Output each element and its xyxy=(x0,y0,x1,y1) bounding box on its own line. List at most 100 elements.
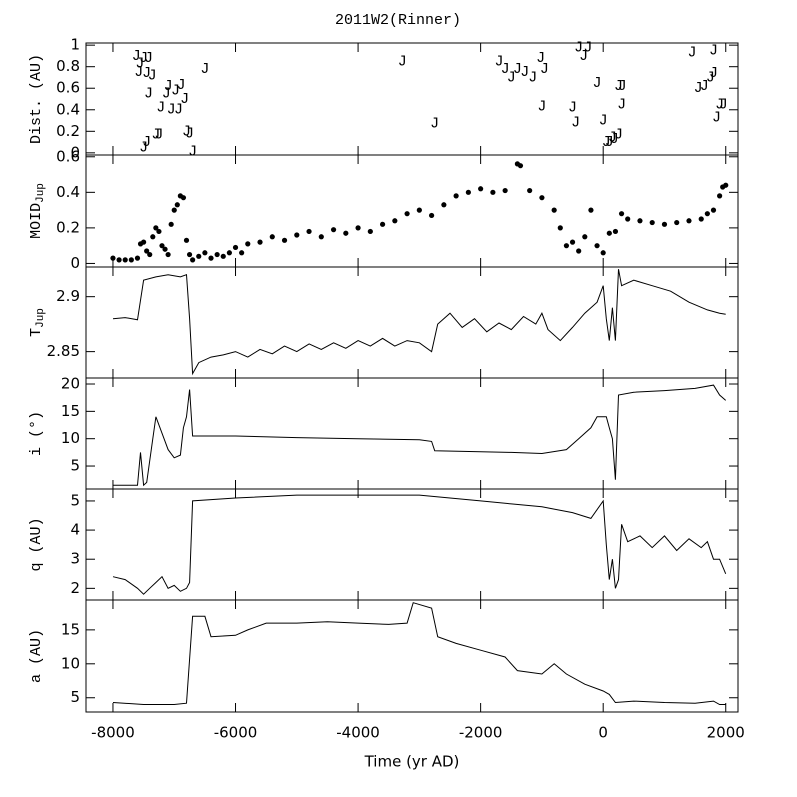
x-axis-label: Time (yr AD) xyxy=(364,753,460,771)
y-tick-label: 4 xyxy=(70,521,80,539)
point xyxy=(128,257,134,263)
point xyxy=(710,207,717,213)
j-marker: J xyxy=(617,96,626,113)
x-tick-label: -4000 xyxy=(336,724,380,742)
point xyxy=(153,225,159,231)
y-tick-label: 10 xyxy=(61,429,80,447)
j-marker: J xyxy=(200,61,209,78)
j-marker: J xyxy=(134,64,143,81)
y-axis-label: Dist. (AU) xyxy=(28,54,45,144)
point xyxy=(165,251,171,258)
point xyxy=(202,250,208,256)
point xyxy=(478,186,484,192)
point xyxy=(527,187,533,194)
point xyxy=(563,243,570,249)
point xyxy=(539,195,545,201)
y-tick-label: 0 xyxy=(70,254,80,272)
j-marker: J xyxy=(520,64,529,81)
point xyxy=(208,255,214,261)
j-marker: J xyxy=(162,86,171,103)
y-tick-label: 0 xyxy=(70,143,80,161)
point xyxy=(704,211,710,217)
point xyxy=(257,239,263,245)
point xyxy=(196,253,202,259)
y-tick-label: 1 xyxy=(70,36,80,54)
j-marker: J xyxy=(536,50,545,67)
j-marker: J xyxy=(507,69,516,86)
point xyxy=(180,195,187,201)
point xyxy=(110,255,116,261)
j-marker: J xyxy=(148,67,157,84)
j-marker: J xyxy=(398,53,407,70)
point xyxy=(141,239,147,245)
point xyxy=(144,248,150,254)
j-marker: J xyxy=(537,99,546,116)
j-marker: J xyxy=(139,50,148,67)
y-tick-label: 15 xyxy=(61,620,80,638)
point xyxy=(245,241,251,247)
point xyxy=(582,234,588,240)
point xyxy=(502,187,508,194)
j-marker: J xyxy=(430,116,439,133)
point xyxy=(618,211,625,217)
point xyxy=(588,207,594,213)
y-tick-label: 0.2 xyxy=(56,218,80,236)
y-tick-label: 3 xyxy=(70,550,80,568)
y-axis-label: TJup xyxy=(28,308,47,337)
point xyxy=(183,237,190,243)
j-marker: J xyxy=(583,39,592,56)
j-marker: J xyxy=(154,127,163,144)
y-axis-label-sub: Jup xyxy=(35,183,47,203)
point xyxy=(269,234,275,240)
y-tick-label: 15 xyxy=(61,402,80,420)
point xyxy=(557,225,563,231)
point xyxy=(465,189,471,195)
y-axis-label-main: Dist. (AU) xyxy=(28,54,45,144)
point xyxy=(551,207,557,213)
j-marker: J xyxy=(610,131,619,148)
y-axis-label-main: MOID xyxy=(28,203,45,239)
j-marker: J xyxy=(528,69,537,86)
y-tick-label: 0.4 xyxy=(56,183,80,201)
point xyxy=(517,163,524,169)
j-marker: J xyxy=(540,61,549,78)
point xyxy=(637,218,643,224)
point xyxy=(156,228,162,235)
point xyxy=(686,218,692,224)
j-marker: J xyxy=(688,45,697,62)
j-marker: J xyxy=(579,48,588,65)
y-axis-label: MOIDJup xyxy=(28,183,47,239)
j-marker: J xyxy=(185,125,194,142)
j-marker: J xyxy=(709,65,718,82)
point xyxy=(717,193,723,199)
point xyxy=(379,221,386,227)
y-tick-label: 5 xyxy=(70,457,80,475)
point xyxy=(226,250,232,256)
point xyxy=(612,228,619,235)
y-axis-label-main: i (°) xyxy=(28,411,45,456)
point xyxy=(318,234,324,240)
j-marker: J xyxy=(618,78,627,95)
point xyxy=(429,212,435,219)
j-marker: J xyxy=(706,69,715,86)
point xyxy=(606,230,612,236)
point xyxy=(625,216,631,222)
point xyxy=(190,257,196,263)
point xyxy=(367,228,373,235)
y-tick-label: 10 xyxy=(61,654,80,672)
point xyxy=(134,255,141,261)
series-line xyxy=(112,602,726,705)
y-axis-label: a (AU) xyxy=(28,629,45,683)
panel-frame xyxy=(85,154,739,268)
point xyxy=(171,207,177,213)
y-tick-label: 20 xyxy=(61,375,80,393)
y-axis-label-main: q (AU) xyxy=(28,517,45,571)
y-axis-label-main: a (AU) xyxy=(28,629,45,683)
y-tick-label: 5 xyxy=(70,688,80,706)
x-tick-label: -6000 xyxy=(214,724,258,742)
y-tick-label: 2.9 xyxy=(56,287,80,305)
j-marker: J xyxy=(614,78,623,95)
point xyxy=(122,257,128,263)
j-marker: J xyxy=(715,96,724,113)
point xyxy=(159,243,165,249)
